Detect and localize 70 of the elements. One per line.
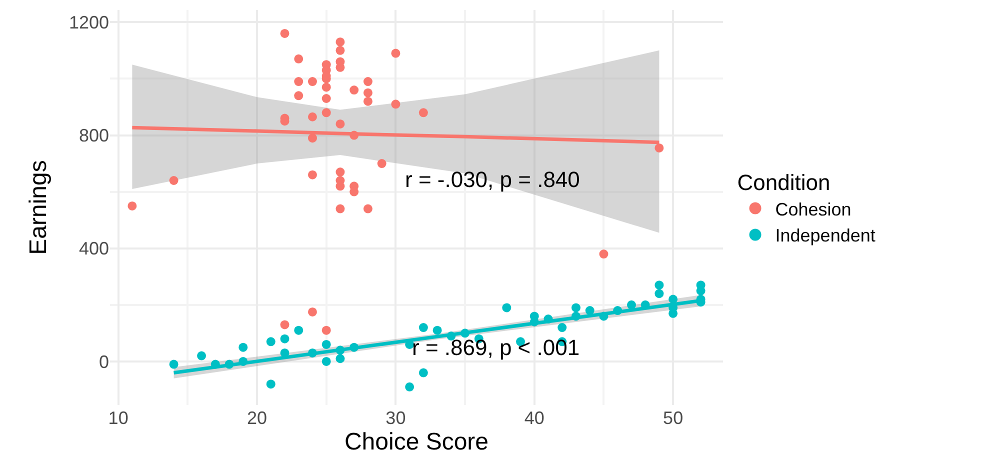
point xyxy=(405,382,414,392)
y-tick-label: 800 xyxy=(78,126,109,146)
point xyxy=(322,340,331,349)
point xyxy=(336,37,345,46)
point xyxy=(654,289,664,298)
point xyxy=(363,204,372,214)
point xyxy=(418,108,428,118)
point xyxy=(266,380,276,389)
point xyxy=(336,204,345,214)
point xyxy=(336,46,345,55)
x-tick-label: 10 xyxy=(108,408,128,428)
point xyxy=(169,360,178,369)
y-axis-title: Earnings xyxy=(25,160,52,255)
point xyxy=(599,250,608,259)
point xyxy=(558,323,567,332)
y-tick-label: 0 xyxy=(98,352,109,372)
point xyxy=(280,334,290,344)
point xyxy=(294,326,304,335)
x-axis-title: Choice Score xyxy=(344,428,489,456)
x-tick-label: 50 xyxy=(663,408,684,428)
point xyxy=(322,108,331,118)
point xyxy=(418,323,428,332)
point xyxy=(322,326,331,335)
point xyxy=(336,168,345,177)
point xyxy=(668,294,678,304)
point xyxy=(363,96,372,106)
x-tick-label: 40 xyxy=(524,408,544,428)
point xyxy=(294,91,304,100)
legend-title: Condition xyxy=(737,170,830,196)
point xyxy=(626,300,636,310)
x-tick-label: 20 xyxy=(246,408,268,428)
point xyxy=(322,82,331,92)
annotation: r = .869, p < .001 xyxy=(412,335,580,360)
point xyxy=(377,159,386,168)
point xyxy=(197,351,206,360)
point xyxy=(336,354,345,364)
x-tick-label: 30 xyxy=(386,408,406,428)
point xyxy=(654,143,664,152)
point xyxy=(391,48,400,58)
annotation: r = -.030, p = .840 xyxy=(405,167,580,192)
point xyxy=(571,303,580,312)
point xyxy=(308,134,317,143)
legend-label: Cohesion xyxy=(775,199,852,220)
point xyxy=(128,201,137,210)
point xyxy=(336,119,345,128)
point xyxy=(280,28,290,38)
point xyxy=(308,112,317,122)
point xyxy=(294,54,304,64)
point xyxy=(308,77,317,86)
y-tick-label: 400 xyxy=(78,238,109,259)
point xyxy=(391,100,400,109)
point xyxy=(238,342,248,352)
point xyxy=(266,337,276,346)
point xyxy=(502,303,512,312)
point xyxy=(363,77,372,86)
y-tick-label: 1200 xyxy=(68,12,109,32)
point xyxy=(322,356,331,366)
point xyxy=(585,306,594,316)
point xyxy=(308,170,317,180)
legend-label: Independent xyxy=(775,226,876,246)
point xyxy=(418,368,428,378)
point xyxy=(432,326,442,335)
point xyxy=(363,88,372,98)
point xyxy=(280,320,290,330)
point xyxy=(322,94,331,103)
point xyxy=(169,176,178,185)
point xyxy=(294,77,304,86)
point xyxy=(350,86,359,95)
point xyxy=(308,307,317,316)
point xyxy=(654,280,664,290)
